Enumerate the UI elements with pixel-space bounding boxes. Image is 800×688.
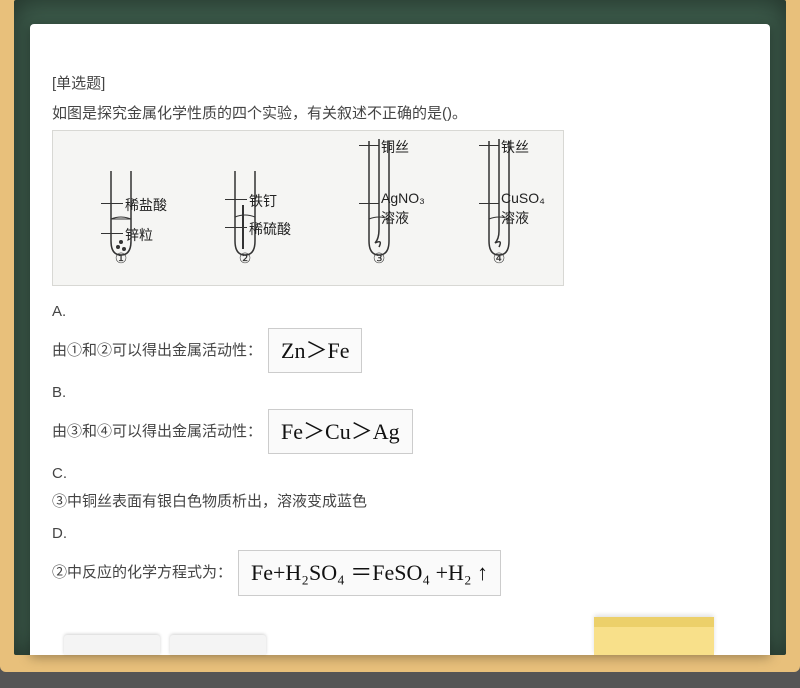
tube1-label-zinc: 锌粒	[125, 224, 153, 246]
question-stem: 如图是探究金属化学性质的四个实验，有关叙述不正确的是()。	[52, 102, 748, 126]
tube-1: 稀盐酸 锌粒 ①	[61, 169, 181, 267]
question-card: [单选题] 如图是探究金属化学性质的四个实验，有关叙述不正确的是()。	[30, 24, 770, 655]
tube-2: 铁钉 稀硫酸 ②	[185, 169, 305, 267]
experiment-diagram: 稀盐酸 锌粒 ① 铁钉	[52, 130, 564, 286]
option-A-formula: Zn＞Fe	[268, 328, 362, 373]
option-A-letter[interactable]: A.	[52, 300, 748, 324]
chalk-tray	[64, 635, 266, 655]
option-D-formula: Fe+H₂SO₄ ＝FeSO₄ +H₂ ↑	[238, 550, 501, 595]
chalkboard: [单选题] 如图是探究金属化学性质的四个实验，有关叙述不正确的是()。	[14, 0, 786, 655]
option-A[interactable]: 由①和②可以得出金属活动性： Zn＞Fe	[52, 328, 748, 373]
option-C[interactable]: ③中铜丝表面有银白色物质析出，溶液变成蓝色	[52, 490, 748, 514]
tube2-label-nail: 铁钉	[249, 190, 277, 212]
option-C-letter[interactable]: C.	[52, 462, 748, 486]
tube-4: 铁丝 CuSO₄ 溶液 ④	[439, 139, 559, 267]
blackboard-frame: [单选题] 如图是探究金属化学性质的四个实验，有关叙述不正确的是()。	[0, 0, 800, 672]
option-C-text: ③中铜丝表面有银白色物质析出，溶液变成蓝色	[52, 490, 367, 514]
option-B-letter[interactable]: B.	[52, 381, 748, 405]
option-B-prefix: 由③和④可以得出金属活动性：	[52, 420, 262, 444]
tube2-label-acid: 稀硫酸	[249, 218, 291, 240]
option-D-prefix: ②中反应的化学方程式为：	[52, 561, 232, 585]
question-type: [单选题]	[52, 72, 748, 96]
sticky-note	[594, 617, 714, 655]
tube2-number: ②	[239, 247, 252, 269]
option-D[interactable]: ②中反应的化学方程式为： Fe+H₂SO₄ ＝FeSO₄ +H₂ ↑	[52, 550, 748, 595]
tube3-number: ③	[373, 247, 386, 269]
tube3-label-wire: 铜丝	[381, 136, 409, 158]
tube4-label-wire: 铁丝	[501, 136, 529, 158]
chalk-piece	[64, 635, 160, 655]
tube1-number: ①	[115, 247, 128, 269]
chalk-piece	[170, 635, 266, 655]
tube3-label-sol2: 溶液	[381, 207, 409, 229]
tube-3: 铜丝 AgNO₃ 溶液 ③	[319, 139, 439, 267]
tube1-label-acid: 稀盐酸	[125, 194, 167, 216]
option-D-letter[interactable]: D.	[52, 522, 748, 546]
option-B[interactable]: 由③和④可以得出金属活动性： Fe＞Cu＞Ag	[52, 409, 748, 454]
tube4-label-sol2: 溶液	[501, 207, 529, 229]
tube4-number: ④	[493, 247, 506, 269]
option-A-prefix: 由①和②可以得出金属活动性：	[52, 339, 262, 363]
option-B-formula: Fe＞Cu＞Ag	[268, 409, 413, 454]
